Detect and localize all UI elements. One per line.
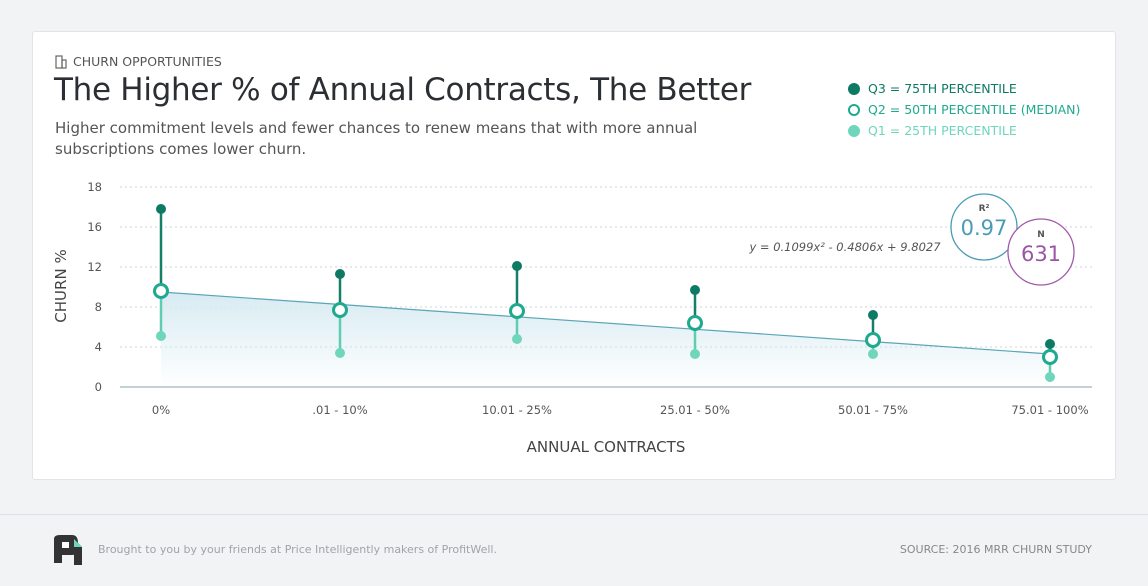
legend: Q3 = 75TH PERCENTILE Q2 = 50TH PERCENTIL…: [848, 78, 1080, 141]
kicker: CHURN OPPORTUNITIES: [55, 54, 222, 69]
n-value: 631: [1021, 242, 1061, 266]
x-tick-label: 25.01 - 50%: [660, 403, 730, 417]
q3-point: [690, 285, 700, 295]
q1-point: [335, 348, 345, 358]
legend-item-q1: Q1 = 25TH PERCENTILE: [848, 120, 1080, 141]
x-tick-label: 75.01 - 100%: [1011, 403, 1088, 417]
q3-point: [512, 261, 522, 271]
y-tick-label: 8: [95, 300, 102, 314]
median-point: [1042, 349, 1058, 365]
q3-point: [868, 310, 878, 320]
kicker-text: CHURN OPPORTUNITIES: [73, 54, 222, 69]
r2-badge: [950, 193, 1018, 261]
r2-value: 0.97: [961, 216, 1008, 240]
footer-divider: [0, 514, 1148, 515]
x-tick-label: 50.01 - 75%: [838, 403, 908, 417]
y-tick-label: 18: [87, 180, 102, 194]
r2-label: R²: [979, 204, 990, 214]
median-point: [687, 315, 703, 331]
chart-card: CHURN OPPORTUNITIES The Higher % of Annu…: [32, 31, 1116, 480]
q1-point: [868, 349, 878, 359]
trend-equation: y = 0.1099x² - 0.4806x + 9.8027: [748, 240, 941, 254]
median-point: [509, 303, 525, 319]
profitwell-logo: [54, 535, 82, 565]
credit-text: Brought to you by your friends at Price …: [98, 543, 497, 556]
q1-point: [512, 334, 522, 344]
subtitle: Higher commitment levels and fewer chanc…: [55, 119, 698, 158]
building-icon: [55, 54, 67, 69]
legend-item-q2: Q2 = 50TH PERCENTILE (MEDIAN): [848, 99, 1080, 120]
trend-area: [161, 292, 1050, 387]
median-point: [332, 302, 348, 318]
x-tick-label: 10.01 - 25%: [482, 403, 552, 417]
q1-point: [156, 331, 166, 341]
y-tick-label: 16: [87, 220, 102, 234]
page-title: The Higher % of Annual Contracts, The Be…: [54, 72, 752, 108]
y-axis-label: CHURN %: [52, 249, 70, 322]
q3-point: [1045, 339, 1055, 349]
q3-point: [156, 204, 166, 214]
source-text: SOURCE: 2016 MRR CHURN STUDY: [899, 543, 1092, 556]
x-tick-label: 0%: [152, 403, 170, 417]
y-tick-label: 4: [95, 340, 102, 354]
x-axis-label: ANNUAL CONTRACTS: [527, 438, 686, 456]
median-point: [153, 283, 169, 299]
x-tick-label: .01 - 10%: [312, 403, 367, 417]
y-tick-label: 12: [87, 260, 102, 274]
n-label: N: [1037, 230, 1045, 240]
q1-point: [1045, 372, 1055, 382]
legend-item-q3: Q3 = 75TH PERCENTILE: [848, 78, 1080, 99]
chart: 0 4 8 12 16 18 0% .01 - 10% 10.01 - 25% 25.01 - 5…: [52, 180, 1092, 456]
y-tick-label: 0: [95, 380, 102, 394]
median-point: [865, 332, 881, 348]
n-badge: [1007, 218, 1075, 286]
q3-point: [335, 269, 345, 279]
q1-point: [690, 349, 700, 359]
trend-line: [160, 291, 1051, 355]
